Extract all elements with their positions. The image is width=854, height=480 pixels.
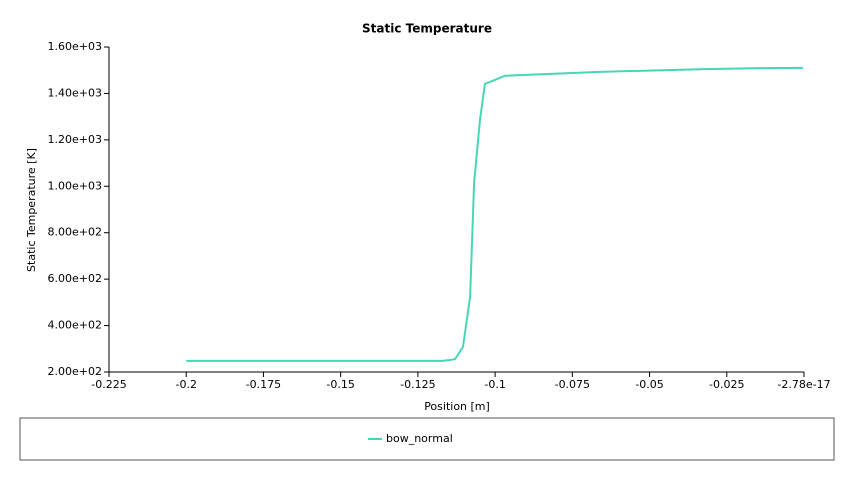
y-axis-label: Static Temperature [K]: [25, 148, 38, 272]
y-tick-label: 6.00e+02: [48, 272, 102, 285]
x-axis-label: Position [m]: [424, 400, 490, 413]
y-tick-label: 1.00e+03: [48, 179, 102, 192]
y-tick-label: 1.40e+03: [48, 86, 102, 99]
data-line: [186, 66, 804, 362]
y-tick-label: 4.00e+02: [48, 319, 102, 332]
y-tick-label: 2.00e+02: [48, 365, 102, 378]
x-tick-label: -0.1: [484, 378, 505, 391]
y-tick-label: 1.20e+03: [48, 133, 102, 146]
x-tick-label: -0.075: [555, 378, 590, 391]
x-tick-label: -0.225: [91, 378, 126, 391]
x-tick-label: -0.15: [326, 378, 354, 391]
x-tick-label: -0.2: [175, 378, 196, 391]
x-tick-label: -0.175: [246, 378, 281, 391]
x-tick-label: -2.78e-17: [777, 378, 830, 391]
legend-label: bow_normal: [386, 432, 453, 445]
chart-title: Static Temperature: [362, 22, 492, 36]
y-tick-label: 8.00e+02: [48, 226, 102, 239]
legend-box: [19, 417, 835, 461]
y-tick-label: 1.60e+03: [48, 40, 102, 53]
x-tick-label: -0.125: [400, 378, 435, 391]
x-tick-label: -0.05: [635, 378, 663, 391]
x-tick-label: -0.025: [709, 378, 744, 391]
